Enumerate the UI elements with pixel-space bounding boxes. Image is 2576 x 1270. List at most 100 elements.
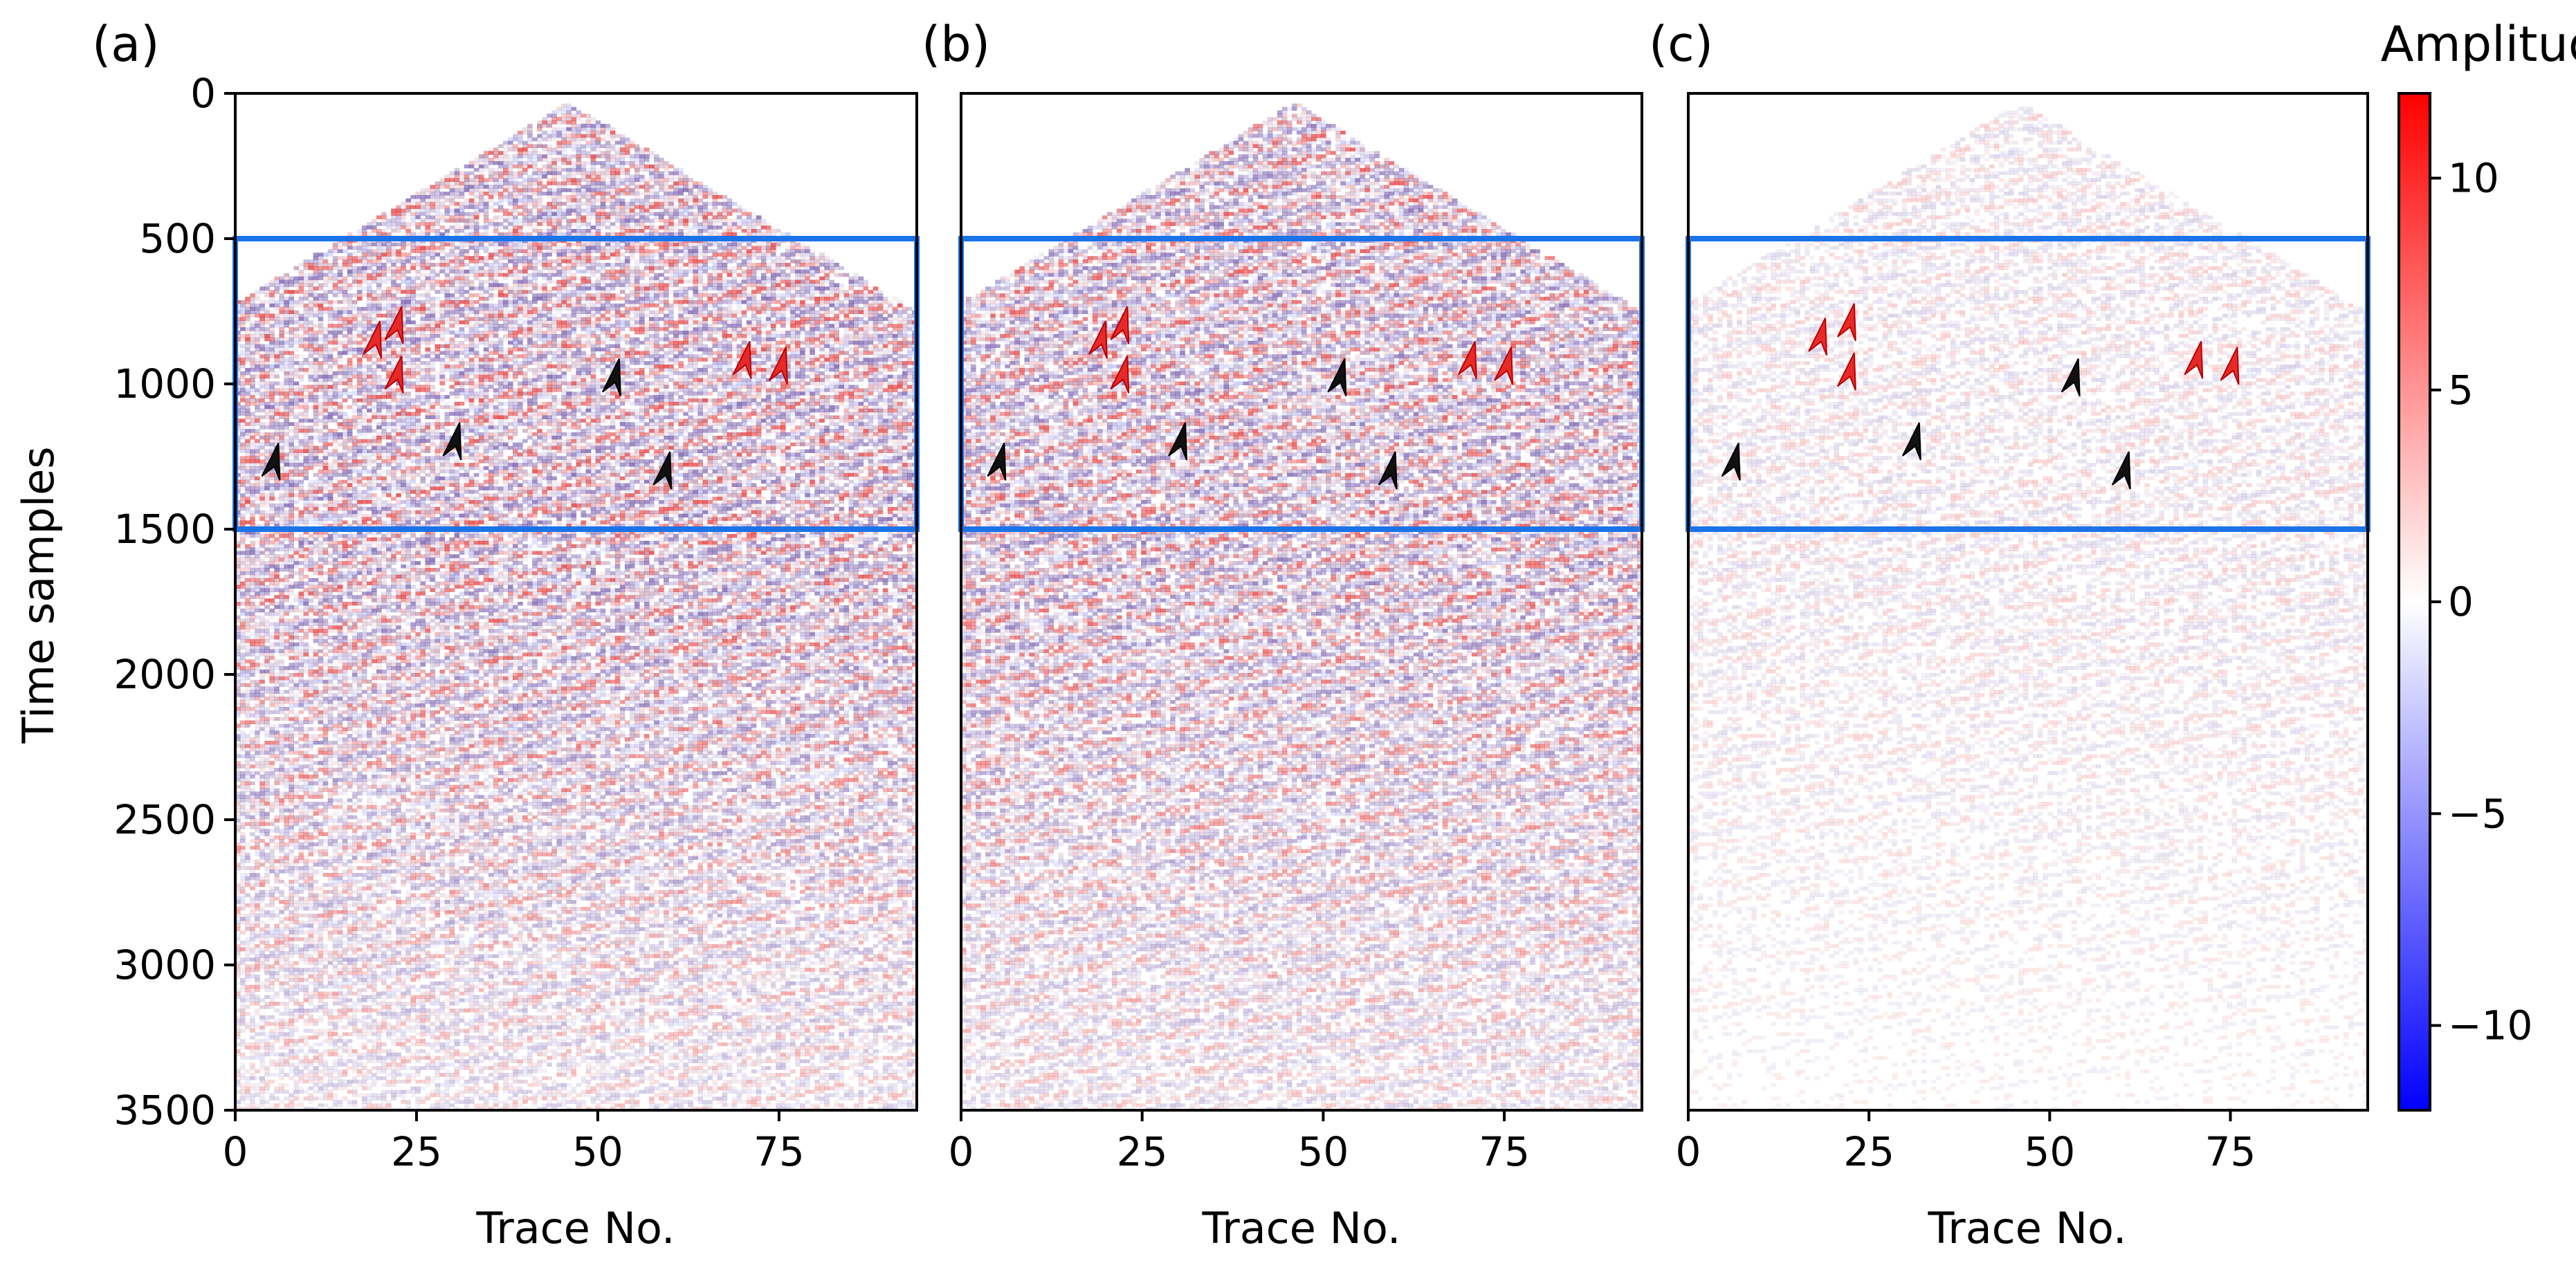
wavefield-cell: [610, 209, 616, 213]
wavefield-cell: [527, 147, 533, 151]
wavefield-cell: [596, 134, 601, 138]
wavefield-cell: [484, 209, 489, 213]
wavefield-cell: [713, 226, 718, 230]
wavefield-cell: [605, 127, 611, 131]
wavefield-cell: [625, 151, 630, 155]
wavefield-cell: [405, 212, 411, 217]
wavefield-cell: [425, 209, 430, 213]
wavefield-cell: [464, 222, 470, 226]
wavefield-cell: [591, 209, 596, 213]
wavefield-cell: [751, 212, 757, 217]
wavefield-cell: [566, 111, 572, 115]
wavefield-cell: [498, 195, 504, 199]
wavefield-cell: [459, 172, 465, 176]
wavefield-cell: [450, 185, 455, 189]
wavefield-cell: [756, 229, 762, 233]
wavefield-cell: [410, 195, 416, 199]
wavefield-cell: [508, 181, 513, 185]
wavefield-cell: [596, 154, 601, 158]
wavefield-cell: [572, 154, 577, 158]
wavefield-cell: [605, 188, 611, 192]
wavefield-cell: [697, 185, 703, 189]
wavefield-cell: [596, 175, 601, 179]
wavefield-cell: [693, 226, 698, 230]
wavefield-cell: [572, 138, 577, 142]
wavefield-cell: [508, 138, 513, 142]
wavefield-cell: [610, 212, 616, 217]
wavefield-cell: [381, 219, 387, 223]
wavefield-cell: [668, 205, 674, 210]
wavefield-cell: [639, 181, 645, 185]
wavefield-cell: [639, 161, 645, 165]
wavefield-cell: [659, 205, 664, 210]
wavefield-cell: [566, 104, 572, 108]
wavefield-cell: [586, 134, 592, 138]
wavefield-cell: [596, 127, 601, 131]
wavefield-cell: [688, 185, 693, 189]
wavefield-cell: [664, 212, 669, 217]
wavefield-cell: [639, 147, 645, 151]
wavefield-cell: [693, 181, 698, 185]
wavefield-cell: [372, 229, 377, 233]
wavefield-cell: [644, 226, 650, 230]
wavefield-cell: [542, 117, 547, 121]
wavefield-cell: [513, 138, 518, 142]
wavefield-cell: [445, 209, 450, 213]
wavefield-cell: [561, 212, 567, 217]
wavefield-cell: [683, 195, 688, 199]
wavefield-cell: [659, 209, 664, 213]
wavefield-cell: [572, 212, 577, 217]
wavefield-cell: [435, 195, 441, 199]
wavefield-cell: [508, 243, 513, 247]
wavefield-cell: [683, 222, 688, 226]
wavefield-cell: [532, 185, 538, 189]
wavefield-cell: [493, 158, 499, 162]
wavefield-cell: [508, 229, 513, 233]
wavefield-cell: [493, 161, 499, 165]
wavefield-cell: [673, 243, 679, 247]
wavefield-cell: [469, 222, 475, 226]
wavefield-cell: [605, 168, 611, 172]
wavefield-cell: [479, 212, 484, 217]
wavefield-cell: [771, 243, 776, 247]
wavefield-cell: [527, 188, 533, 192]
wavefield-cell: [527, 195, 533, 199]
wavefield-cell: [488, 222, 494, 226]
wavefield-cell: [620, 243, 625, 247]
wavefield-cell: [469, 202, 475, 206]
wavefield-cell: [566, 154, 572, 158]
wavefield-cell: [591, 124, 596, 128]
wavefield-cell: [727, 229, 733, 233]
wavefield-cell: [572, 205, 577, 210]
wavefield-cell: [634, 243, 640, 247]
wavefield-cell: [391, 215, 396, 219]
wavefield-cell: [688, 188, 693, 192]
wavefield-cell: [708, 222, 713, 226]
wavefield-cell: [401, 243, 406, 247]
wavefield-cell: [644, 185, 650, 189]
wavefield-cell: [488, 172, 494, 176]
wavefield-cell: [488, 158, 494, 162]
wavefield-cell: [474, 232, 479, 237]
wavefield-cell: [561, 104, 567, 108]
wavefield-cell: [620, 147, 625, 151]
wavefield-cell: [634, 222, 640, 226]
wavefield-cell: [601, 172, 606, 176]
wavefield-cell: [435, 181, 441, 185]
wavefield-cell: [601, 195, 606, 199]
wavefield-cell: [425, 202, 430, 206]
wavefield-cell: [518, 229, 523, 233]
wavefield-cell: [532, 181, 538, 185]
wavefield-cell: [347, 246, 353, 250]
wavefield-cell: [566, 205, 572, 210]
wavefield-cell: [561, 134, 567, 138]
wavefield-cell: [586, 154, 592, 158]
wavefield-cell: [493, 209, 499, 213]
wavefield-cell: [503, 246, 509, 250]
wavefield-cell: [601, 226, 606, 230]
wavefield-cell: [615, 226, 621, 230]
wavefield-cell: [644, 151, 650, 155]
wavefield-cell: [556, 212, 562, 217]
wavefield-cell: [673, 209, 679, 213]
wavefield-cell: [576, 199, 582, 203]
